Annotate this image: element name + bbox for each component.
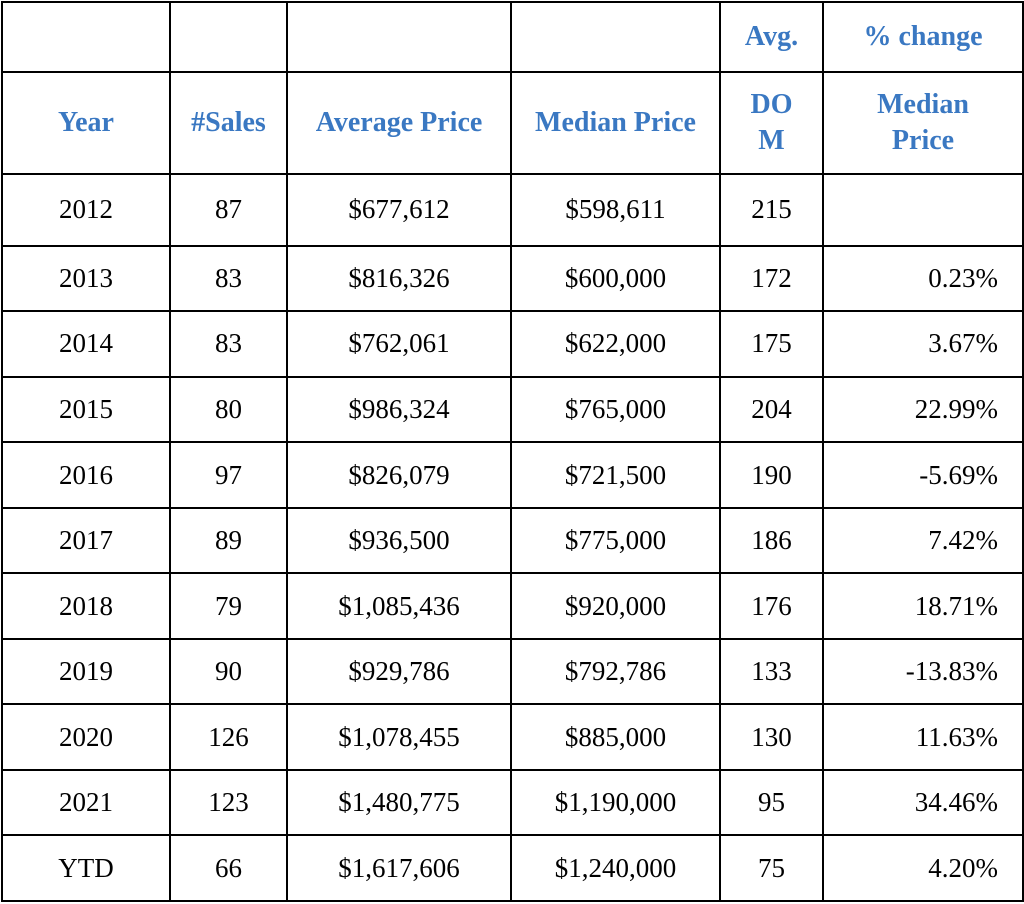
cell-dom: 176 bbox=[719, 572, 824, 640]
cell-dom: 204 bbox=[719, 375, 824, 444]
cell-dom: 175 bbox=[719, 310, 824, 378]
header-top-cell bbox=[286, 1, 512, 73]
table-row: 2017 89 $936,500 $775,000 186 7.42% bbox=[1, 506, 1024, 575]
cell-average-price: $929,786 bbox=[286, 637, 512, 706]
table-row: 2012 87 $677,612 $598,611 215 bbox=[1, 173, 1024, 247]
cell-pct-change: 34.46% bbox=[822, 768, 1024, 837]
cell-sales: 90 bbox=[169, 637, 288, 706]
cell-pct-change: 4.20% bbox=[822, 834, 1024, 902]
cell-median-price: $600,000 bbox=[510, 244, 721, 313]
header-dom-line1: DO bbox=[750, 89, 793, 120]
cell-average-price: $816,326 bbox=[286, 244, 512, 313]
header-median-price: Median Price bbox=[510, 71, 721, 175]
header-avg-label: Avg. bbox=[719, 1, 824, 73]
cell-dom: 186 bbox=[719, 506, 824, 575]
cell-median-price: $1,190,000 bbox=[510, 768, 721, 837]
cell-sales: 87 bbox=[169, 173, 288, 247]
cell-sales: 83 bbox=[169, 244, 288, 313]
cell-median-price: $775,000 bbox=[510, 506, 721, 575]
cell-average-price: $826,079 bbox=[286, 441, 512, 509]
cell-sales: 80 bbox=[169, 375, 288, 444]
table-row: 2016 97 $826,079 $721,500 190 -5.69% bbox=[1, 441, 1024, 509]
cell-average-price: $762,061 bbox=[286, 310, 512, 378]
cell-median-price: $885,000 bbox=[510, 703, 721, 771]
table-row: 2014 83 $762,061 $622,000 175 3.67% bbox=[1, 310, 1024, 378]
cell-median-price: $598,611 bbox=[510, 173, 721, 247]
header-row-main: Year #Sales Average Price Median Price D… bbox=[1, 71, 1024, 175]
cell-average-price: $986,324 bbox=[286, 375, 512, 444]
header-top-cell bbox=[510, 1, 721, 73]
header-year: Year bbox=[1, 71, 171, 175]
header-row-top: Avg. % change bbox=[1, 1, 1024, 73]
cell-sales: 126 bbox=[169, 703, 288, 771]
cell-average-price: $1,480,775 bbox=[286, 768, 512, 837]
cell-sales: 97 bbox=[169, 441, 288, 509]
cell-sales: 66 bbox=[169, 834, 288, 902]
cell-sales: 123 bbox=[169, 768, 288, 837]
cell-year: 2013 bbox=[1, 244, 171, 313]
cell-dom: 75 bbox=[719, 834, 824, 902]
cell-sales: 79 bbox=[169, 572, 288, 640]
header-pct-line2: Price bbox=[891, 125, 955, 156]
cell-pct-change: 0.23% bbox=[822, 244, 1024, 313]
cell-median-price: $792,786 bbox=[510, 637, 721, 706]
table-row: 2019 90 $929,786 $792,786 133 -13.83% bbox=[1, 637, 1024, 706]
cell-average-price: $677,612 bbox=[286, 173, 512, 247]
cell-pct-change: 11.63% bbox=[822, 703, 1024, 771]
cell-median-price: $765,000 bbox=[510, 375, 721, 444]
cell-pct-change: 22.99% bbox=[822, 375, 1024, 444]
cell-pct-change: 18.71% bbox=[822, 572, 1024, 640]
cell-dom: 130 bbox=[719, 703, 824, 771]
cell-median-price: $622,000 bbox=[510, 310, 721, 378]
table-row: 2015 80 $986,324 $765,000 204 22.99% bbox=[1, 375, 1024, 444]
header-top-cell bbox=[169, 1, 288, 73]
cell-pct-change bbox=[822, 173, 1024, 247]
cell-year: 2020 bbox=[1, 703, 171, 771]
table-row: YTD 66 $1,617,606 $1,240,000 75 4.20% bbox=[1, 834, 1024, 902]
header-dom-line2: M bbox=[758, 125, 785, 156]
cell-dom: 133 bbox=[719, 637, 824, 706]
cell-year: YTD bbox=[1, 834, 171, 902]
cell-year: 2012 bbox=[1, 173, 171, 247]
header-average-price: Average Price bbox=[286, 71, 512, 175]
cell-average-price: $1,078,455 bbox=[286, 703, 512, 771]
cell-dom: 172 bbox=[719, 244, 824, 313]
cell-pct-change: 3.67% bbox=[822, 310, 1024, 378]
cell-pct-change: -5.69% bbox=[822, 441, 1024, 509]
cell-pct-change: 7.42% bbox=[822, 506, 1024, 575]
table-row: 2018 79 $1,085,436 $920,000 176 18.71% bbox=[1, 572, 1024, 640]
table-row: 2021 123 $1,480,775 $1,190,000 95 34.46% bbox=[1, 768, 1024, 837]
cell-year: 2014 bbox=[1, 310, 171, 378]
cell-dom: 215 bbox=[719, 173, 824, 247]
cell-median-price: $920,000 bbox=[510, 572, 721, 640]
header-pct-line1: Median bbox=[877, 89, 969, 120]
table-row: 2013 83 $816,326 $600,000 172 0.23% bbox=[1, 244, 1024, 313]
cell-year: 2019 bbox=[1, 637, 171, 706]
cell-sales: 83 bbox=[169, 310, 288, 378]
cell-sales: 89 bbox=[169, 506, 288, 575]
cell-average-price: $1,617,606 bbox=[286, 834, 512, 902]
header-sales: #Sales bbox=[169, 71, 288, 175]
table-row: 2020 126 $1,078,455 $885,000 130 11.63% bbox=[1, 703, 1024, 771]
table-body: 2012 87 $677,612 $598,611 215 2013 83 $816,326 $… bbox=[1, 173, 1024, 902]
cell-year: 2018 bbox=[1, 572, 171, 640]
cell-year: 2021 bbox=[1, 768, 171, 837]
cell-year: 2017 bbox=[1, 506, 171, 575]
header-top-cell bbox=[1, 1, 171, 73]
header-dom: DO M bbox=[719, 71, 824, 175]
cell-pct-change: -13.83% bbox=[822, 637, 1024, 706]
cell-average-price: $936,500 bbox=[286, 506, 512, 575]
cell-median-price: $1,240,000 bbox=[510, 834, 721, 902]
header-pct-change-label: % change bbox=[822, 1, 1024, 73]
cell-median-price: $721,500 bbox=[510, 441, 721, 509]
cell-year: 2016 bbox=[1, 441, 171, 509]
header-pct-median-price: Median Price bbox=[822, 71, 1024, 175]
cell-average-price: $1,085,436 bbox=[286, 572, 512, 640]
cell-dom: 95 bbox=[719, 768, 824, 837]
cell-dom: 190 bbox=[719, 441, 824, 509]
cell-year: 2015 bbox=[1, 375, 171, 444]
